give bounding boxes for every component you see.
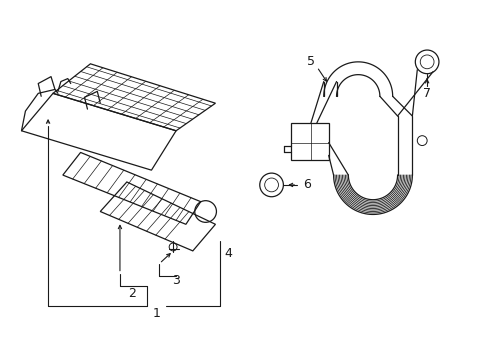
Text: 1: 1 [152,307,160,320]
Text: 2: 2 [127,287,136,300]
Text: 3: 3 [172,274,180,287]
Text: 6: 6 [303,179,310,192]
Text: 4: 4 [224,247,232,260]
Text: 7: 7 [422,87,430,100]
Text: 5: 5 [306,55,314,68]
